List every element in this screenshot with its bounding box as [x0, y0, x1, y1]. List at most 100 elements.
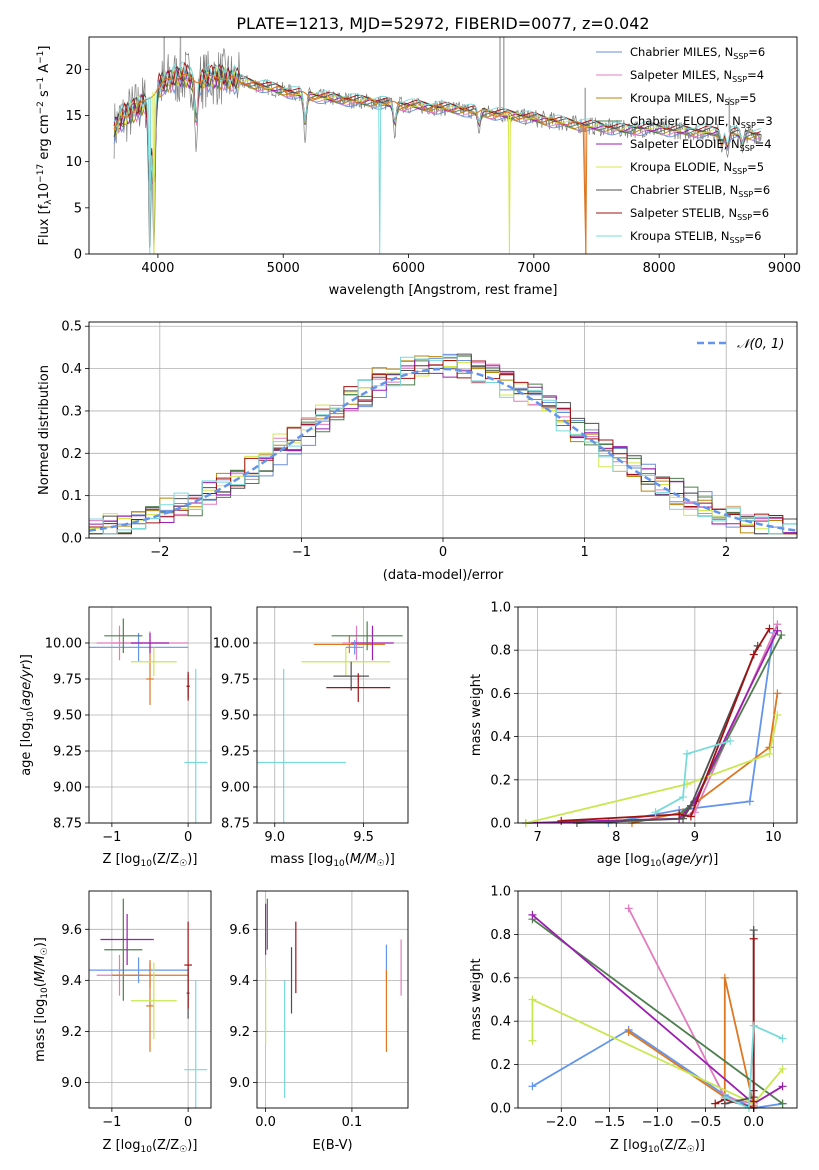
legend-sub: SSP: [733, 52, 748, 61]
y-tick-label: 9.25: [221, 745, 250, 760]
model-spectrum: [113, 63, 761, 191]
x-axis-label: age [log10(age/yr)]: [597, 852, 719, 869]
x-tick-label: −1.5: [594, 1115, 626, 1130]
weight-marker: [749, 926, 758, 935]
y-tick-label: 9.50: [53, 709, 82, 724]
y-tick-label: 0.2: [490, 1058, 511, 1073]
y-tick-label: 0.3: [61, 404, 82, 419]
weight-marker: [720, 1093, 729, 1102]
legend-sub: SSP: [737, 213, 752, 222]
legend-text: Kroupa STELIB, N: [630, 229, 730, 243]
label-part: mass [log: [33, 999, 48, 1062]
weight-marker: [675, 810, 684, 819]
weight-series: [531, 998, 784, 1105]
deep-dip: [378, 102, 382, 254]
label-part: Flux [f: [37, 204, 52, 245]
label-part: ☉: [687, 1145, 695, 1155]
x-tick-label: 0: [184, 830, 192, 845]
label-part: mass [log: [270, 852, 333, 867]
weight-marker: [726, 736, 735, 745]
legend-sub: SSP: [741, 121, 756, 130]
x-tick-label: −2.0: [546, 1115, 578, 1130]
label-part: ☉: [179, 859, 187, 869]
y-tick-label: 5: [74, 201, 82, 216]
label-part: 10: [140, 859, 152, 869]
y-tick-label: 0.2: [61, 447, 82, 462]
weight-marker: [773, 626, 782, 635]
legend-sub: SSP: [732, 75, 747, 84]
label-part: 10: [26, 711, 36, 723]
label-part: )]: [695, 1138, 705, 1153]
y-tick-label: 10.00: [45, 637, 82, 652]
label-part: )]: [187, 1138, 197, 1153]
y-tick-label: 9.75: [53, 673, 82, 688]
y-tick-label: 9.0: [229, 1076, 250, 1091]
legend-entry: Chabrier STELIB, NSSP=6: [630, 183, 770, 199]
label-part: A: [37, 64, 52, 77]
label-part: mass weight: [469, 674, 484, 756]
legend-tail: =6: [752, 206, 769, 220]
legend-entry: Chabrier MILES, NSSP=6: [630, 45, 765, 61]
label-part: 10: [37, 183, 52, 200]
weight-marker: [749, 934, 758, 943]
y-axis-label: age [log10(age/yr)]: [19, 654, 36, 776]
weight-marker: [778, 1034, 787, 1043]
label-part: (: [345, 852, 350, 867]
x-tick-label: 10: [765, 830, 782, 845]
weight-marker: [651, 808, 660, 817]
y-tick-label: 0.0: [61, 532, 82, 547]
x-tick-label: 8: [612, 830, 620, 845]
label-part: (: [19, 706, 34, 711]
weight-marker: [765, 624, 774, 633]
y-tick-label: 0.6: [490, 687, 511, 702]
y-tick-label: 1.0: [490, 601, 511, 616]
y-tick-label: 0.0: [490, 817, 511, 832]
label-part: ]: [37, 46, 52, 51]
x-tick-label: 7000: [517, 261, 550, 276]
label-part: )]: [708, 852, 718, 867]
y-tick-label: 0.8: [490, 928, 511, 943]
y-tick-label: 10.00: [213, 637, 250, 652]
weight-marker: [720, 973, 729, 982]
y-axis-label: Normed distribution: [37, 365, 52, 495]
x-axis-label: Z [log10(Z/Z☉)]: [103, 1138, 198, 1155]
histogram-steps: [89, 353, 797, 535]
legend-tail: =4: [747, 68, 764, 82]
x-tick-label: −1: [292, 545, 311, 560]
y-tick-label: 9.4: [229, 974, 250, 989]
weight-marker: [624, 904, 633, 913]
label-part: (Z/Z: [152, 1138, 179, 1153]
x-axis-label: E(B-V): [312, 1138, 352, 1153]
legend-entry: 𝒩(0, 1): [737, 337, 784, 352]
y-tick-label: 9.4: [61, 974, 82, 989]
y-axis-label: mass weight: [469, 958, 484, 1040]
weight-series: [724, 930, 755, 1105]
x-tick-label: −1: [102, 830, 121, 845]
x-tick-label: −0.5: [690, 1115, 722, 1130]
label-part: )]: [33, 937, 48, 947]
x-tick-label: 5000: [267, 261, 300, 276]
weight-marker: [745, 797, 754, 806]
y-tick-label: 0.8: [490, 644, 511, 659]
legend-tail: =5: [740, 91, 757, 105]
y-tick-label: 9.0: [61, 1076, 82, 1091]
weight-series: [561, 628, 771, 822]
x-tick-label: 9.5: [353, 830, 374, 845]
weight-series: [525, 714, 779, 824]
y-tick-label: 9.2: [61, 1025, 82, 1040]
y-tick-label: 15: [65, 109, 82, 124]
legend-sub: SSP: [740, 144, 755, 153]
legend-tail: =3: [756, 114, 773, 128]
weight-series: [576, 645, 759, 824]
y-axis-label: mass weight: [469, 674, 484, 756]
x-tick-label: 0.0: [255, 1115, 276, 1130]
label-part: (Z/Z: [152, 852, 179, 867]
x-tick-label: 6000: [392, 261, 425, 276]
x-axis-label: wavelength [Angstrom, rest frame]: [329, 283, 558, 298]
axes-frame: [517, 606, 798, 824]
legend-sub: SSP: [725, 98, 740, 107]
x-tick-label: 9000: [768, 261, 801, 276]
x-tick-label: 0.1: [342, 1115, 363, 1130]
label-part: Z [log: [103, 852, 141, 867]
legend-text: Salpeter MILES, N: [630, 68, 732, 82]
